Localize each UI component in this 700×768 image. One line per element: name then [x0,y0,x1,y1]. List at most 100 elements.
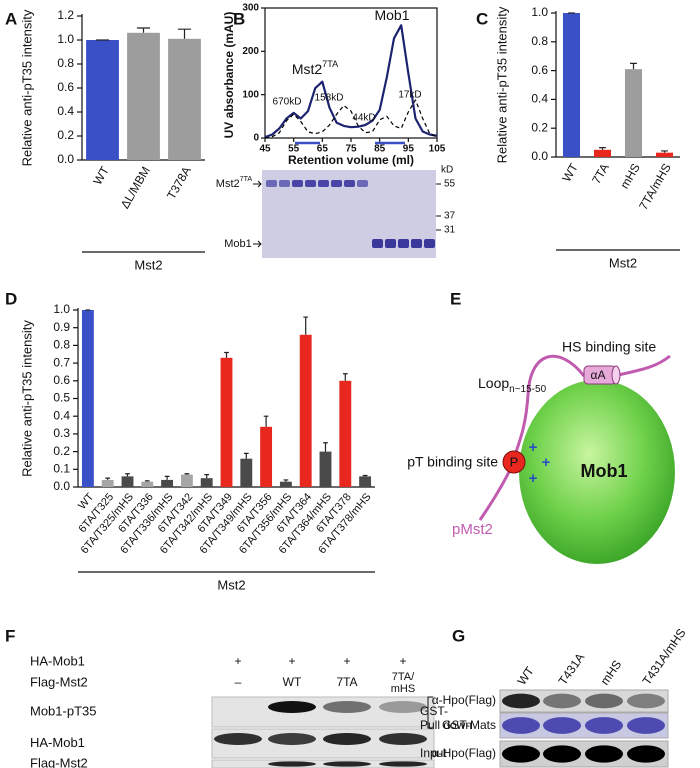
peak-label-text: Mob1 [374,7,409,23]
loop-text: Loop [478,375,509,391]
gel-band [398,239,409,248]
gel-band [279,180,290,187]
bracket [427,696,433,729]
gel-band [266,180,277,187]
phospho-circle [502,450,526,474]
blot-band [323,761,371,767]
gel-band [424,239,435,248]
lane-label: WT [283,675,302,689]
panel-letter: E [450,289,461,308]
peak-annotation: 670kD [273,97,302,108]
group-label: Mst2 [217,577,245,592]
lane-label: WT [515,664,538,688]
loop-tail [613,354,671,378]
error-bar [303,316,309,335]
x-tick-label: 65 [317,144,329,155]
bar [86,40,119,160]
lane-label: T431A [556,651,588,688]
bar [279,481,292,487]
condition-label: Flag-Mst2 [30,674,88,689]
x-tick-label: 85 [374,144,386,155]
blot-band [543,717,581,734]
blot [211,696,435,728]
gel-band [385,239,396,248]
peak-label: Mob1 [374,7,409,23]
blot-band [214,733,262,745]
y-tick-label: 0 [253,133,259,144]
panel-letter: G [452,626,465,645]
bar [141,481,154,487]
error-bar [630,62,637,70]
helix-end [611,365,621,385]
bar [339,380,352,487]
gel-label-sup: 7TA [240,175,253,183]
y-tick-label: 0.3 [53,426,70,440]
panel-letter: D [5,289,17,308]
peak-label: Mst27TA [292,59,339,76]
y-axis-label: Relative anti-pT35 intensity [19,320,34,477]
y-tick-label: 0.6 [53,373,70,387]
x-tick-label: WT [559,161,581,185]
error-bar [125,473,130,477]
condition-label: HA-Mob1 [30,653,85,668]
row-label: α-Hpo(Flag) [432,693,496,707]
blot-band [585,717,623,734]
arrow [253,180,262,188]
y-tick-label: 0.0 [531,149,548,163]
blot-band [502,717,540,734]
blot-band [379,761,427,767]
error-bar [362,474,368,477]
panel-letter: F [5,626,15,645]
loop-sub: n~15-50 [509,384,546,395]
blot [499,689,669,713]
bar [127,32,160,160]
x-tick-label: ΔL/MBM [118,164,153,211]
y-tick-label: 0.9 [53,320,70,334]
y-tick-label: 0.6 [531,63,548,77]
bar [121,476,134,487]
x-tick-label: mHS [617,161,642,191]
x-tick-label: 105 [429,144,446,155]
blot-band [379,733,427,745]
blot-band [268,701,316,713]
y-tick-label: 0.2 [531,120,548,134]
gel-band [357,180,368,187]
x-tick-label: 55 [288,144,300,155]
gel-band [331,180,342,187]
y-tick-label: 1.0 [57,32,74,46]
lane-label: T431A/mHS [640,626,689,688]
y-axis-label: Relative anti-pT35 intensity [19,9,34,166]
helix-label: αA [591,368,606,382]
gel-band [372,239,383,248]
lane-label: 7TA [336,675,357,689]
gel-band [318,180,329,187]
gel-band [411,239,422,248]
peak-label-sup: 7TA [322,59,339,69]
y-tick-label: 0.4 [531,92,548,106]
group-label: GST- [420,704,448,718]
row-label: Mob1-pT35 [30,703,96,718]
lane-label: + [399,654,406,668]
y-tick-label: 0.5 [53,391,70,405]
row-label: α-Hpo(Flag) [432,746,496,760]
bar [220,357,233,487]
error-bar [224,351,229,358]
group-label: Pull down [420,718,472,732]
error-bar [599,147,606,150]
plus: + [529,439,538,456]
y-tick-label: 0.8 [57,56,74,70]
error-bar [283,479,289,482]
blot-band [585,745,623,763]
y-tick-label: 0.8 [53,338,70,352]
y-tick-label: 0.4 [53,408,70,422]
y-axis-label: UV absorbance (mAU) [222,12,236,139]
blot-band [268,733,316,745]
blot-band [543,693,581,709]
gel-band [292,180,303,187]
error-bar [243,452,249,459]
error-bar [661,150,668,153]
pt-site-label: pT binding site [407,454,498,470]
input-label: Input [420,746,447,760]
lane-label: + [234,654,241,668]
